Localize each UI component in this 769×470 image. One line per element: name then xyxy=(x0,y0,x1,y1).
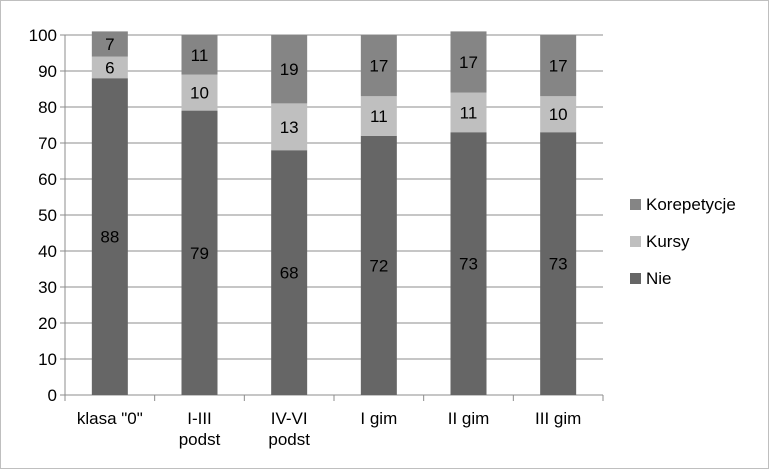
bar-kursy-2 xyxy=(271,103,308,151)
y-tick-label: 100 xyxy=(29,26,57,45)
y-tick-label: 20 xyxy=(38,314,57,333)
data-label: 72 xyxy=(369,256,388,275)
data-label: 7 xyxy=(105,35,114,54)
x-tick-label: podst xyxy=(179,430,221,449)
y-tick-label: 60 xyxy=(38,170,57,189)
legend-swatch-kursy xyxy=(630,236,641,247)
bar-nie-0 xyxy=(91,78,128,395)
legend-label-korepetycje: Korepetycje xyxy=(646,195,736,214)
data-label: 6 xyxy=(105,58,114,77)
data-label: 17 xyxy=(459,53,478,72)
x-tick-label: podst xyxy=(268,430,310,449)
x-tick-label: III gim xyxy=(535,409,581,428)
bar-kursy-1 xyxy=(181,74,218,111)
y-tick-label: 40 xyxy=(38,242,57,261)
bar-korepetycje-3 xyxy=(360,35,397,97)
data-label: 19 xyxy=(280,60,299,79)
y-tick-label: 50 xyxy=(38,206,57,225)
bar-nie-2 xyxy=(271,150,308,395)
x-tick-label: II gim xyxy=(448,409,490,428)
bar-korepetycje-4 xyxy=(450,31,487,93)
y-tick-label: 10 xyxy=(38,350,57,369)
bar-kursy-4 xyxy=(450,92,487,133)
bar-korepetycje-0 xyxy=(91,31,128,57)
data-label: 17 xyxy=(549,57,568,76)
legend-label-nie: Nie xyxy=(646,269,672,288)
legend-swatch-nie xyxy=(630,273,641,284)
data-label: 73 xyxy=(459,255,478,274)
data-label: 79 xyxy=(190,244,209,263)
legend-label-kursy: Kursy xyxy=(646,232,690,251)
bar-nie-5 xyxy=(540,132,577,395)
bar-korepetycje-5 xyxy=(540,35,577,97)
data-label: 13 xyxy=(280,118,299,137)
y-tick-label: 70 xyxy=(38,134,57,153)
data-label: 11 xyxy=(370,107,388,126)
bar-nie-1 xyxy=(181,110,218,395)
x-tick-label: klasa "0" xyxy=(77,409,143,428)
y-tick-label: 0 xyxy=(48,386,57,405)
legend-swatch-korepetycje xyxy=(630,199,641,210)
data-label: 11 xyxy=(191,46,209,65)
data-label: 73 xyxy=(549,255,568,274)
y-tick-label: 90 xyxy=(38,62,57,81)
y-tick-label: 30 xyxy=(38,278,57,297)
data-label: 68 xyxy=(280,264,299,283)
x-tick-label: IV-VI xyxy=(271,409,308,428)
bar-kursy-0 xyxy=(91,56,128,79)
y-tick-label: 80 xyxy=(38,98,57,117)
bar-korepetycje-2 xyxy=(271,35,308,104)
data-label: 10 xyxy=(190,84,209,103)
data-label: 10 xyxy=(549,105,568,124)
data-label: 88 xyxy=(100,228,119,247)
x-tick-label: I gim xyxy=(360,409,397,428)
bar-korepetycje-1 xyxy=(181,35,218,75)
bar-nie-3 xyxy=(360,135,397,396)
bar-kursy-3 xyxy=(360,96,397,136)
data-label: 11 xyxy=(460,103,478,122)
x-tick-label: I-III xyxy=(187,409,212,428)
data-label: 17 xyxy=(369,57,388,76)
bar-kursy-5 xyxy=(540,96,577,133)
bar-nie-4 xyxy=(450,132,487,395)
